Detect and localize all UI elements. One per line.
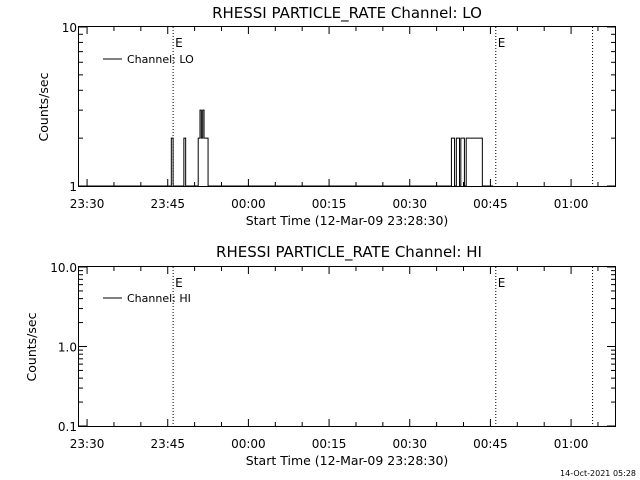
event-marker-label: E: [175, 276, 183, 290]
legend-label: Channel: HI: [127, 292, 191, 305]
x-tick-label: 23:30: [70, 197, 105, 211]
x-tick-label: 23:45: [150, 197, 185, 211]
tick-layer: 23:30 23:45 00:00 00:15 00:30 00:45 01:00 0.1 1.…: [50, 261, 615, 451]
panel-lo: RHESSI PARTICLE_RATE Channel: LO Counts/…: [36, 4, 616, 228]
y-axis-label: Counts/sec: [24, 312, 39, 381]
event-marker-label: E: [175, 36, 183, 50]
x-tick-label: 00:45: [473, 437, 508, 451]
x-tick-label: 00:15: [312, 437, 347, 451]
x-tick-label: 00:00: [231, 197, 266, 211]
y-tick-label: 10.0: [50, 261, 77, 275]
y-tick-label: 0.1: [58, 420, 77, 434]
panel-hi: RHESSI PARTICLE_RATE Channel: HI Counts/…: [24, 243, 616, 468]
plot-frame: [78, 26, 616, 187]
plot-frame: [78, 266, 616, 427]
legend: Channel: HI: [103, 292, 191, 305]
x-axis-label: Start Time (12-Mar-09 23:28:30): [246, 453, 449, 468]
x-tick-label: 00:45: [473, 197, 508, 211]
x-tick-label: 00:00: [231, 437, 266, 451]
y-tick-label: 1: [69, 180, 77, 194]
x-tick-label: 23:45: [150, 437, 185, 451]
y-tick-label: 1.0: [58, 341, 77, 355]
y-tick-label: 10: [62, 21, 77, 35]
chart-title: RHESSI PARTICLE_RATE Channel: LO: [212, 4, 482, 23]
x-tick-label: 00:15: [312, 197, 347, 211]
series-layer: [79, 109, 494, 187]
chart-title: RHESSI PARTICLE_RATE Channel: HI: [216, 243, 482, 262]
x-axis-label: Start Time (12-Mar-09 23:28:30): [246, 213, 449, 228]
series-line-channel-lo: [79, 109, 494, 187]
tick-layer: 23:30 23:45 00:00 00:15 00:30 00:45 01:00 1 10: [62, 21, 615, 211]
event-marker-label: E: [498, 276, 506, 290]
y-axis-label: Counts/sec: [36, 72, 51, 141]
event-marker-label: E: [498, 36, 506, 50]
x-tick-label: 00:30: [392, 197, 427, 211]
legend: Channel: LO: [103, 53, 194, 66]
x-tick-label: 00:30: [392, 437, 427, 451]
footer-timestamp: 14-Oct-2021 05:28: [560, 469, 636, 478]
x-tick-label: 01:00: [554, 437, 589, 451]
x-tick-label: 23:30: [70, 437, 105, 451]
legend-label: Channel: LO: [127, 53, 194, 66]
x-tick-label: 01:00: [554, 197, 589, 211]
